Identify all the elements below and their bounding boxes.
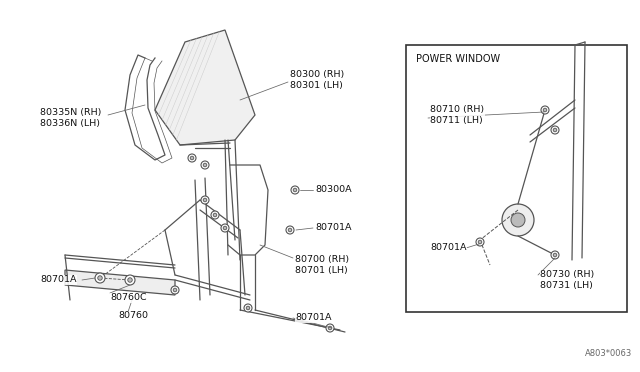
- Circle shape: [188, 154, 196, 162]
- Bar: [406, 45, 627, 312]
- Circle shape: [328, 326, 332, 330]
- Circle shape: [326, 324, 334, 332]
- Circle shape: [201, 196, 209, 204]
- Text: 80730 (RH)
80731 (LH): 80730 (RH) 80731 (LH): [540, 270, 595, 290]
- Circle shape: [246, 306, 250, 310]
- Circle shape: [286, 226, 294, 234]
- Polygon shape: [65, 270, 175, 295]
- Circle shape: [291, 186, 299, 194]
- Text: 80701A: 80701A: [40, 276, 77, 285]
- Circle shape: [551, 251, 559, 259]
- Circle shape: [213, 213, 217, 217]
- Circle shape: [221, 224, 229, 232]
- Circle shape: [204, 198, 207, 202]
- Circle shape: [201, 161, 209, 169]
- Circle shape: [95, 273, 105, 283]
- Circle shape: [211, 211, 219, 219]
- Circle shape: [128, 278, 132, 282]
- Circle shape: [502, 204, 534, 236]
- Polygon shape: [155, 30, 255, 145]
- Text: 80300A: 80300A: [315, 186, 351, 195]
- Circle shape: [223, 226, 227, 230]
- Circle shape: [204, 163, 207, 167]
- Circle shape: [125, 275, 135, 285]
- Text: 80701A: 80701A: [315, 224, 351, 232]
- Circle shape: [293, 188, 297, 192]
- Text: 80760: 80760: [118, 311, 148, 321]
- Text: 80335N (RH)
80336N (LH): 80335N (RH) 80336N (LH): [40, 108, 101, 128]
- Circle shape: [476, 238, 484, 246]
- Circle shape: [543, 108, 547, 112]
- Circle shape: [511, 213, 525, 227]
- Circle shape: [541, 106, 549, 114]
- Text: 80710 (RH)
80711 (LH): 80710 (RH) 80711 (LH): [430, 105, 484, 125]
- Circle shape: [173, 288, 177, 292]
- Text: 80700 (RH)
80701 (LH): 80700 (RH) 80701 (LH): [295, 255, 349, 275]
- Text: 80300 (RH)
80301 (LH): 80300 (RH) 80301 (LH): [290, 70, 344, 90]
- Text: 80701A: 80701A: [430, 244, 467, 253]
- Circle shape: [244, 304, 252, 312]
- Circle shape: [190, 156, 194, 160]
- Circle shape: [171, 286, 179, 294]
- Text: POWER WINDOW: POWER WINDOW: [417, 54, 500, 64]
- Circle shape: [98, 276, 102, 280]
- Text: A803*0063: A803*0063: [585, 349, 632, 358]
- Text: 80760C: 80760C: [110, 294, 147, 302]
- Circle shape: [551, 126, 559, 134]
- Circle shape: [553, 128, 557, 132]
- Circle shape: [478, 240, 482, 244]
- Text: 80701A: 80701A: [295, 314, 332, 323]
- Circle shape: [288, 228, 292, 232]
- Circle shape: [553, 253, 557, 257]
